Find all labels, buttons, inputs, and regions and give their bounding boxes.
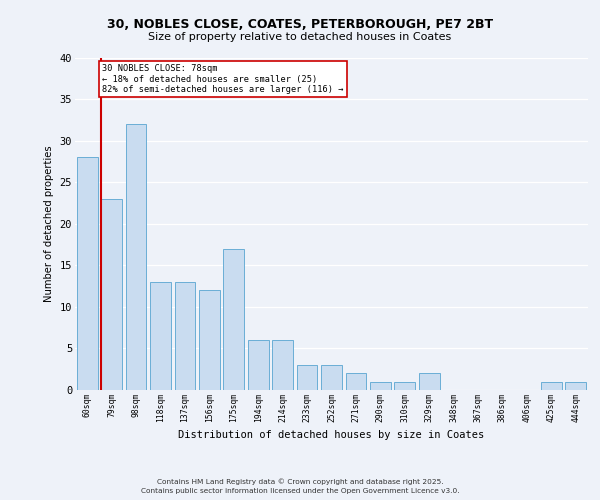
Bar: [199, 290, 220, 390]
Bar: [150, 282, 171, 390]
Text: 30 NOBLES CLOSE: 78sqm
← 18% of detached houses are smaller (25)
82% of semi-det: 30 NOBLES CLOSE: 78sqm ← 18% of detached…: [103, 64, 344, 94]
Bar: [272, 340, 293, 390]
Text: Contains HM Land Registry data © Crown copyright and database right 2025.
Contai: Contains HM Land Registry data © Crown c…: [140, 478, 460, 494]
Bar: [541, 382, 562, 390]
Bar: [565, 382, 586, 390]
Bar: [370, 382, 391, 390]
Bar: [101, 199, 122, 390]
Bar: [175, 282, 196, 390]
Bar: [125, 124, 146, 390]
Y-axis label: Number of detached properties: Number of detached properties: [44, 146, 54, 302]
Bar: [321, 365, 342, 390]
Text: Size of property relative to detached houses in Coates: Size of property relative to detached ho…: [148, 32, 452, 42]
Text: 30, NOBLES CLOSE, COATES, PETERBOROUGH, PE7 2BT: 30, NOBLES CLOSE, COATES, PETERBOROUGH, …: [107, 18, 493, 30]
Bar: [296, 365, 317, 390]
Bar: [394, 382, 415, 390]
Bar: [77, 157, 98, 390]
Bar: [419, 374, 440, 390]
X-axis label: Distribution of detached houses by size in Coates: Distribution of detached houses by size …: [178, 430, 485, 440]
Bar: [223, 248, 244, 390]
Bar: [248, 340, 269, 390]
Bar: [346, 374, 367, 390]
